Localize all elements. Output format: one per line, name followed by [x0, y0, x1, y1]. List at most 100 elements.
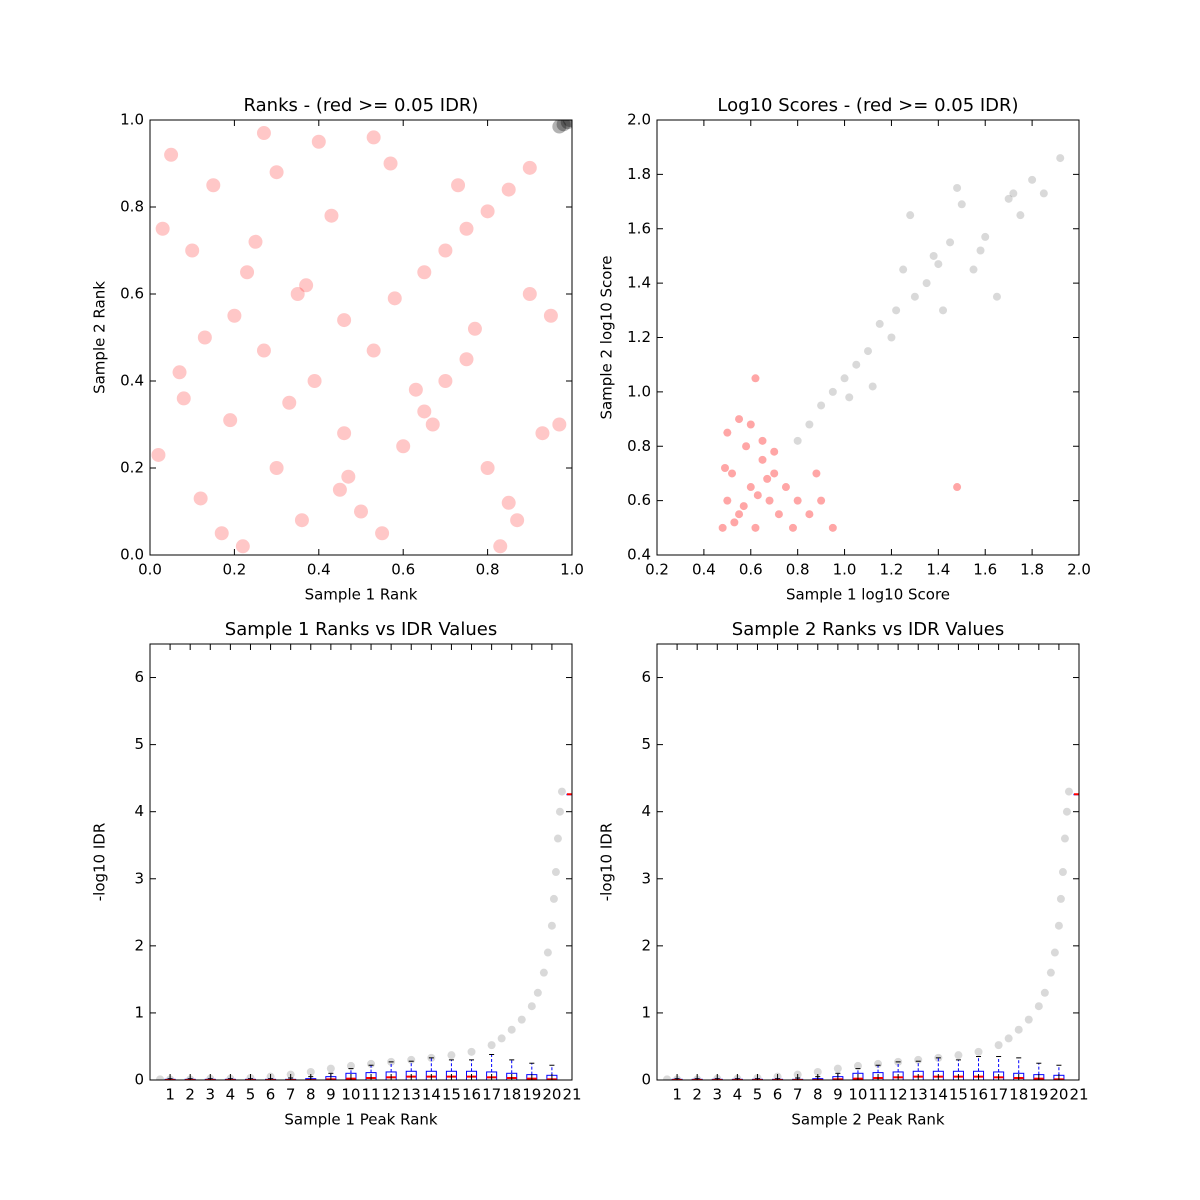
point — [765, 496, 774, 505]
point — [1064, 787, 1073, 796]
point — [874, 1059, 883, 1068]
point — [875, 319, 884, 328]
point — [1014, 1025, 1023, 1034]
point — [663, 1075, 672, 1080]
y-tick-label: 4 — [134, 802, 144, 820]
x-tick-label: 18 — [502, 1086, 521, 1104]
box — [932, 1070, 944, 1080]
point — [735, 510, 744, 519]
point — [906, 211, 915, 220]
x-tick-label: 14 — [929, 1086, 948, 1104]
box — [852, 1072, 864, 1080]
point — [269, 165, 284, 180]
point — [438, 374, 453, 388]
x-tick-label: 8 — [813, 1086, 823, 1104]
x-tick-label: 4 — [226, 1086, 236, 1104]
point — [425, 417, 440, 432]
x-tick-label: 2.0 — [1067, 561, 1091, 579]
box — [912, 1070, 924, 1080]
point — [497, 1034, 506, 1043]
y-tick-label: 2.0 — [627, 111, 651, 129]
box — [385, 1071, 397, 1080]
x-axis-label: Sample 1 Rank — [305, 586, 418, 604]
point — [366, 130, 381, 145]
x-tick-label: 0.0 — [138, 561, 162, 579]
point — [953, 483, 962, 492]
point — [383, 156, 398, 171]
point — [812, 469, 821, 478]
point — [976, 246, 985, 255]
point — [910, 292, 919, 301]
point — [290, 287, 305, 301]
panel: 1 2 3 4 5 6 7 8 9 10 11 12 13 14 15 16 17 18 19 20 210123456… — [91, 619, 582, 1129]
point — [510, 513, 525, 528]
point — [367, 1059, 376, 1068]
point — [1028, 175, 1037, 184]
chart-title: Ranks - (red >= 0.05 IDR) — [244, 95, 479, 116]
x-tick-label: 13 — [909, 1086, 928, 1104]
x-tick-label: 0.4 — [692, 561, 716, 579]
x-tick-label: 21 — [562, 1086, 581, 1104]
x-tick-label: 3 — [713, 1086, 723, 1104]
y-tick-label: 0.2 — [120, 459, 144, 477]
y-tick-label: 1 — [134, 1003, 144, 1021]
point — [1058, 868, 1067, 877]
y-tick-label: 1 — [641, 1003, 651, 1021]
point — [417, 265, 432, 280]
panel: 0.2 0.4 0.6 0.8 1.0 1.2 1.4 1.6 1.8 2.00.40.60.81… — [598, 95, 1091, 604]
point — [774, 510, 783, 519]
point — [227, 308, 242, 323]
point — [840, 374, 849, 383]
point — [493, 539, 508, 554]
x-tick-label: 19 — [522, 1086, 541, 1104]
y-tick-label: 0.4 — [120, 372, 144, 390]
point — [946, 238, 955, 247]
point — [214, 526, 229, 541]
plot-area — [718, 154, 1065, 532]
point — [720, 464, 729, 472]
point — [543, 308, 558, 323]
x-tick-label: 1.2 — [880, 561, 904, 579]
point — [223, 413, 238, 428]
point — [487, 1041, 496, 1050]
point — [788, 523, 797, 532]
point — [751, 523, 760, 532]
x-tick-label: 2 — [692, 1086, 702, 1104]
x-tick-label: 17 — [482, 1086, 501, 1104]
point — [366, 343, 381, 358]
point — [480, 461, 495, 475]
box — [365, 1072, 377, 1080]
point — [417, 404, 432, 419]
plot-area — [156, 787, 572, 1080]
point — [1062, 807, 1071, 816]
point — [337, 426, 352, 441]
y-tick-label: 5 — [641, 735, 651, 753]
point — [543, 948, 552, 957]
point — [438, 243, 453, 258]
point — [235, 539, 250, 554]
y-tick-label: 2 — [641, 936, 651, 954]
point — [451, 178, 466, 193]
point — [206, 178, 221, 193]
y-tick-label: 0 — [641, 1071, 651, 1089]
y-tick-label: 0 — [134, 1071, 144, 1089]
x-tick-label: 7 — [286, 1086, 296, 1104]
point — [742, 442, 751, 451]
point — [1060, 834, 1069, 843]
point — [467, 1047, 476, 1056]
point — [522, 287, 537, 301]
point — [868, 382, 877, 391]
y-tick-label: 3 — [641, 869, 651, 887]
x-tick-label: 14 — [422, 1086, 441, 1104]
y-tick-label: 1.8 — [627, 165, 651, 183]
point — [556, 120, 571, 132]
point — [969, 265, 978, 274]
point — [718, 523, 727, 532]
x-tick-label: 21 — [1069, 1086, 1088, 1104]
point — [793, 436, 802, 445]
point — [155, 221, 170, 236]
point — [172, 365, 187, 380]
point — [447, 1051, 456, 1060]
point — [337, 313, 352, 328]
point — [763, 474, 772, 483]
